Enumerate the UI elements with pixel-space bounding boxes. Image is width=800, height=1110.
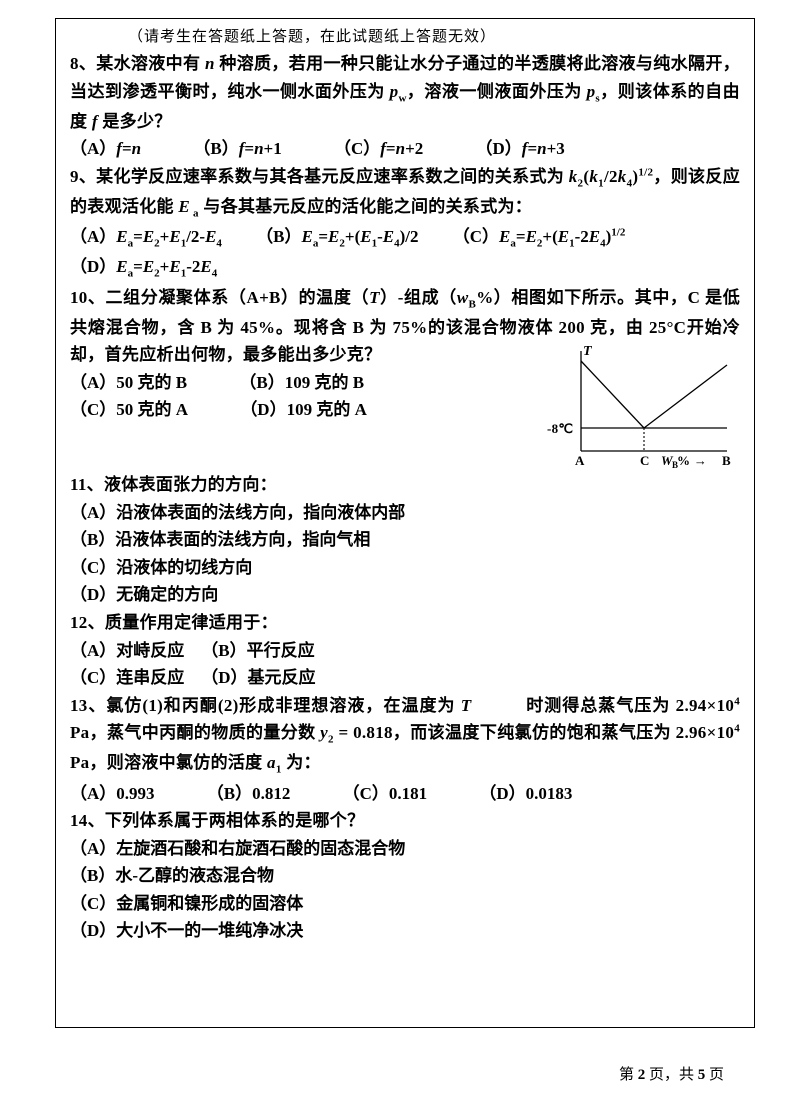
q13-opt-A: （A）0.993	[70, 780, 155, 808]
q9-options: （A）Ea=E2+E1/2-E4 （B）Ea=E2+(E1-E4)/2 （C）E…	[70, 223, 740, 283]
question-10: 10、二组分凝聚体系（A+B）的温度（T）-组成（wB%）相图如下所示。其中，C…	[70, 284, 740, 369]
q8-opt-A: （A）f=n	[70, 135, 141, 163]
q13-opt-D: （D）0.0183	[479, 780, 572, 808]
q11-opt-B: （B）沿液体表面的法线方向，指向气相	[70, 526, 740, 554]
q9-opt-D: （D）Ea=E2+E1-2E4	[70, 253, 217, 283]
question-14: 14、下列体系属于两相体系的是哪个？	[70, 807, 740, 835]
q12-opt-C: （C）连串反应	[70, 668, 184, 687]
q10-opt-B: （B）109 克的 B	[239, 369, 364, 397]
q9-opt-A: （A）Ea=E2+E1/2-E4	[70, 223, 222, 253]
q11-opt-A: （A）沿液体表面的法线方向，指向液体内部	[70, 499, 740, 527]
q9-opt-C: （C）Ea=E2+(E1-2E4)1/2	[453, 223, 626, 253]
question-8: 8、某水溶液中有 n 种溶质，若用一种只能让水分子通过的半透膜将此溶液与纯水隔开…	[70, 50, 740, 135]
q8-options: （A）f=n （B）f=n+1 （C）f=n+2 （D）f=n+3	[70, 135, 740, 163]
question-12: 12、质量作用定律适用于：	[70, 609, 740, 637]
q9-opt-B: （B）Ea=E2+(E1-E4)/2	[256, 223, 418, 253]
q14-opt-D: （D）大小不一的一堆纯净冰决	[70, 917, 740, 945]
q12-opt-A: （A）对峙反应	[70, 641, 184, 660]
q10-opt-A: （A）50 克的 B	[70, 369, 187, 397]
q10-opt-D: （D）109 克的 A	[240, 396, 367, 424]
question-11: 11、液体表面张力的方向：	[70, 471, 740, 499]
q8-opt-C: （C）f=n+2	[334, 135, 423, 163]
q8-opt-D: （D）f=n+3	[476, 135, 565, 163]
q13-opt-B: （B）0.812	[207, 780, 291, 808]
svg-text:% →: % →	[677, 453, 707, 468]
exam-page: （请考生在答题纸上答题，在此试题纸上答题无效） 8、某水溶液中有 n 种溶质，若…	[0, 0, 800, 1110]
content-frame: （请考生在答题纸上答题，在此试题纸上答题无效） 8、某水溶液中有 n 种溶质，若…	[55, 18, 755, 1028]
q11-opt-C: （C）沿液体的切线方向	[70, 554, 740, 582]
phase-diagram: T -8℃ A C W B % → B	[545, 341, 740, 471]
svg-text:-8℃: -8℃	[547, 421, 573, 436]
svg-text:C: C	[640, 453, 650, 468]
q8-opt-B: （B）f=n+1	[193, 135, 281, 163]
q14-opt-A: （A）左旋酒石酸和右旋酒石酸的固态混合物	[70, 835, 740, 863]
q11-options: （A）沿液体表面的法线方向，指向液体内部 （B）沿液体表面的法线方向，指向气相 …	[70, 499, 740, 609]
q11-opt-D: （D）无确定的方向	[70, 581, 740, 609]
q14-opt-B: （B）水-乙醇的液态混合物	[70, 862, 740, 890]
page-footer: 第 2 页，共 5 页	[619, 1063, 724, 1084]
question-9: 9、某化学反应速率系数与其各基元反应速率系数之间的关系式为 k2(k1/2k4)…	[70, 163, 740, 223]
q10-opt-C: （C）50 克的 A	[70, 396, 188, 424]
q14-options: （A）左旋酒石酸和右旋酒石酸的固态混合物 （B）水-乙醇的液态混合物 （C）金属…	[70, 835, 740, 945]
q12-options: （A）对峙反应 （B）平行反应 （C）连串反应 （D）基元反应	[70, 637, 740, 692]
q13-opt-C: （C）0.181	[343, 780, 428, 808]
svg-text:T: T	[583, 344, 593, 359]
q13-options: （A）0.993 （B）0.812 （C）0.181 （D）0.0183	[70, 780, 740, 808]
q14-opt-C: （C）金属铜和镍形成的固溶体	[70, 890, 740, 918]
header-note: （请考生在答题纸上答题，在此试题纸上答题无效）	[70, 25, 740, 46]
question-13: 13、氯仿(1)和丙酮(2)形成非理想溶液，在温度为 T 时测得总蒸气压为 2.…	[70, 692, 740, 780]
q12-opt-D: （D）基元反应	[201, 668, 315, 687]
svg-text:A: A	[575, 453, 585, 468]
svg-text:B: B	[722, 453, 731, 468]
q12-opt-B: （B）平行反应	[201, 641, 314, 660]
